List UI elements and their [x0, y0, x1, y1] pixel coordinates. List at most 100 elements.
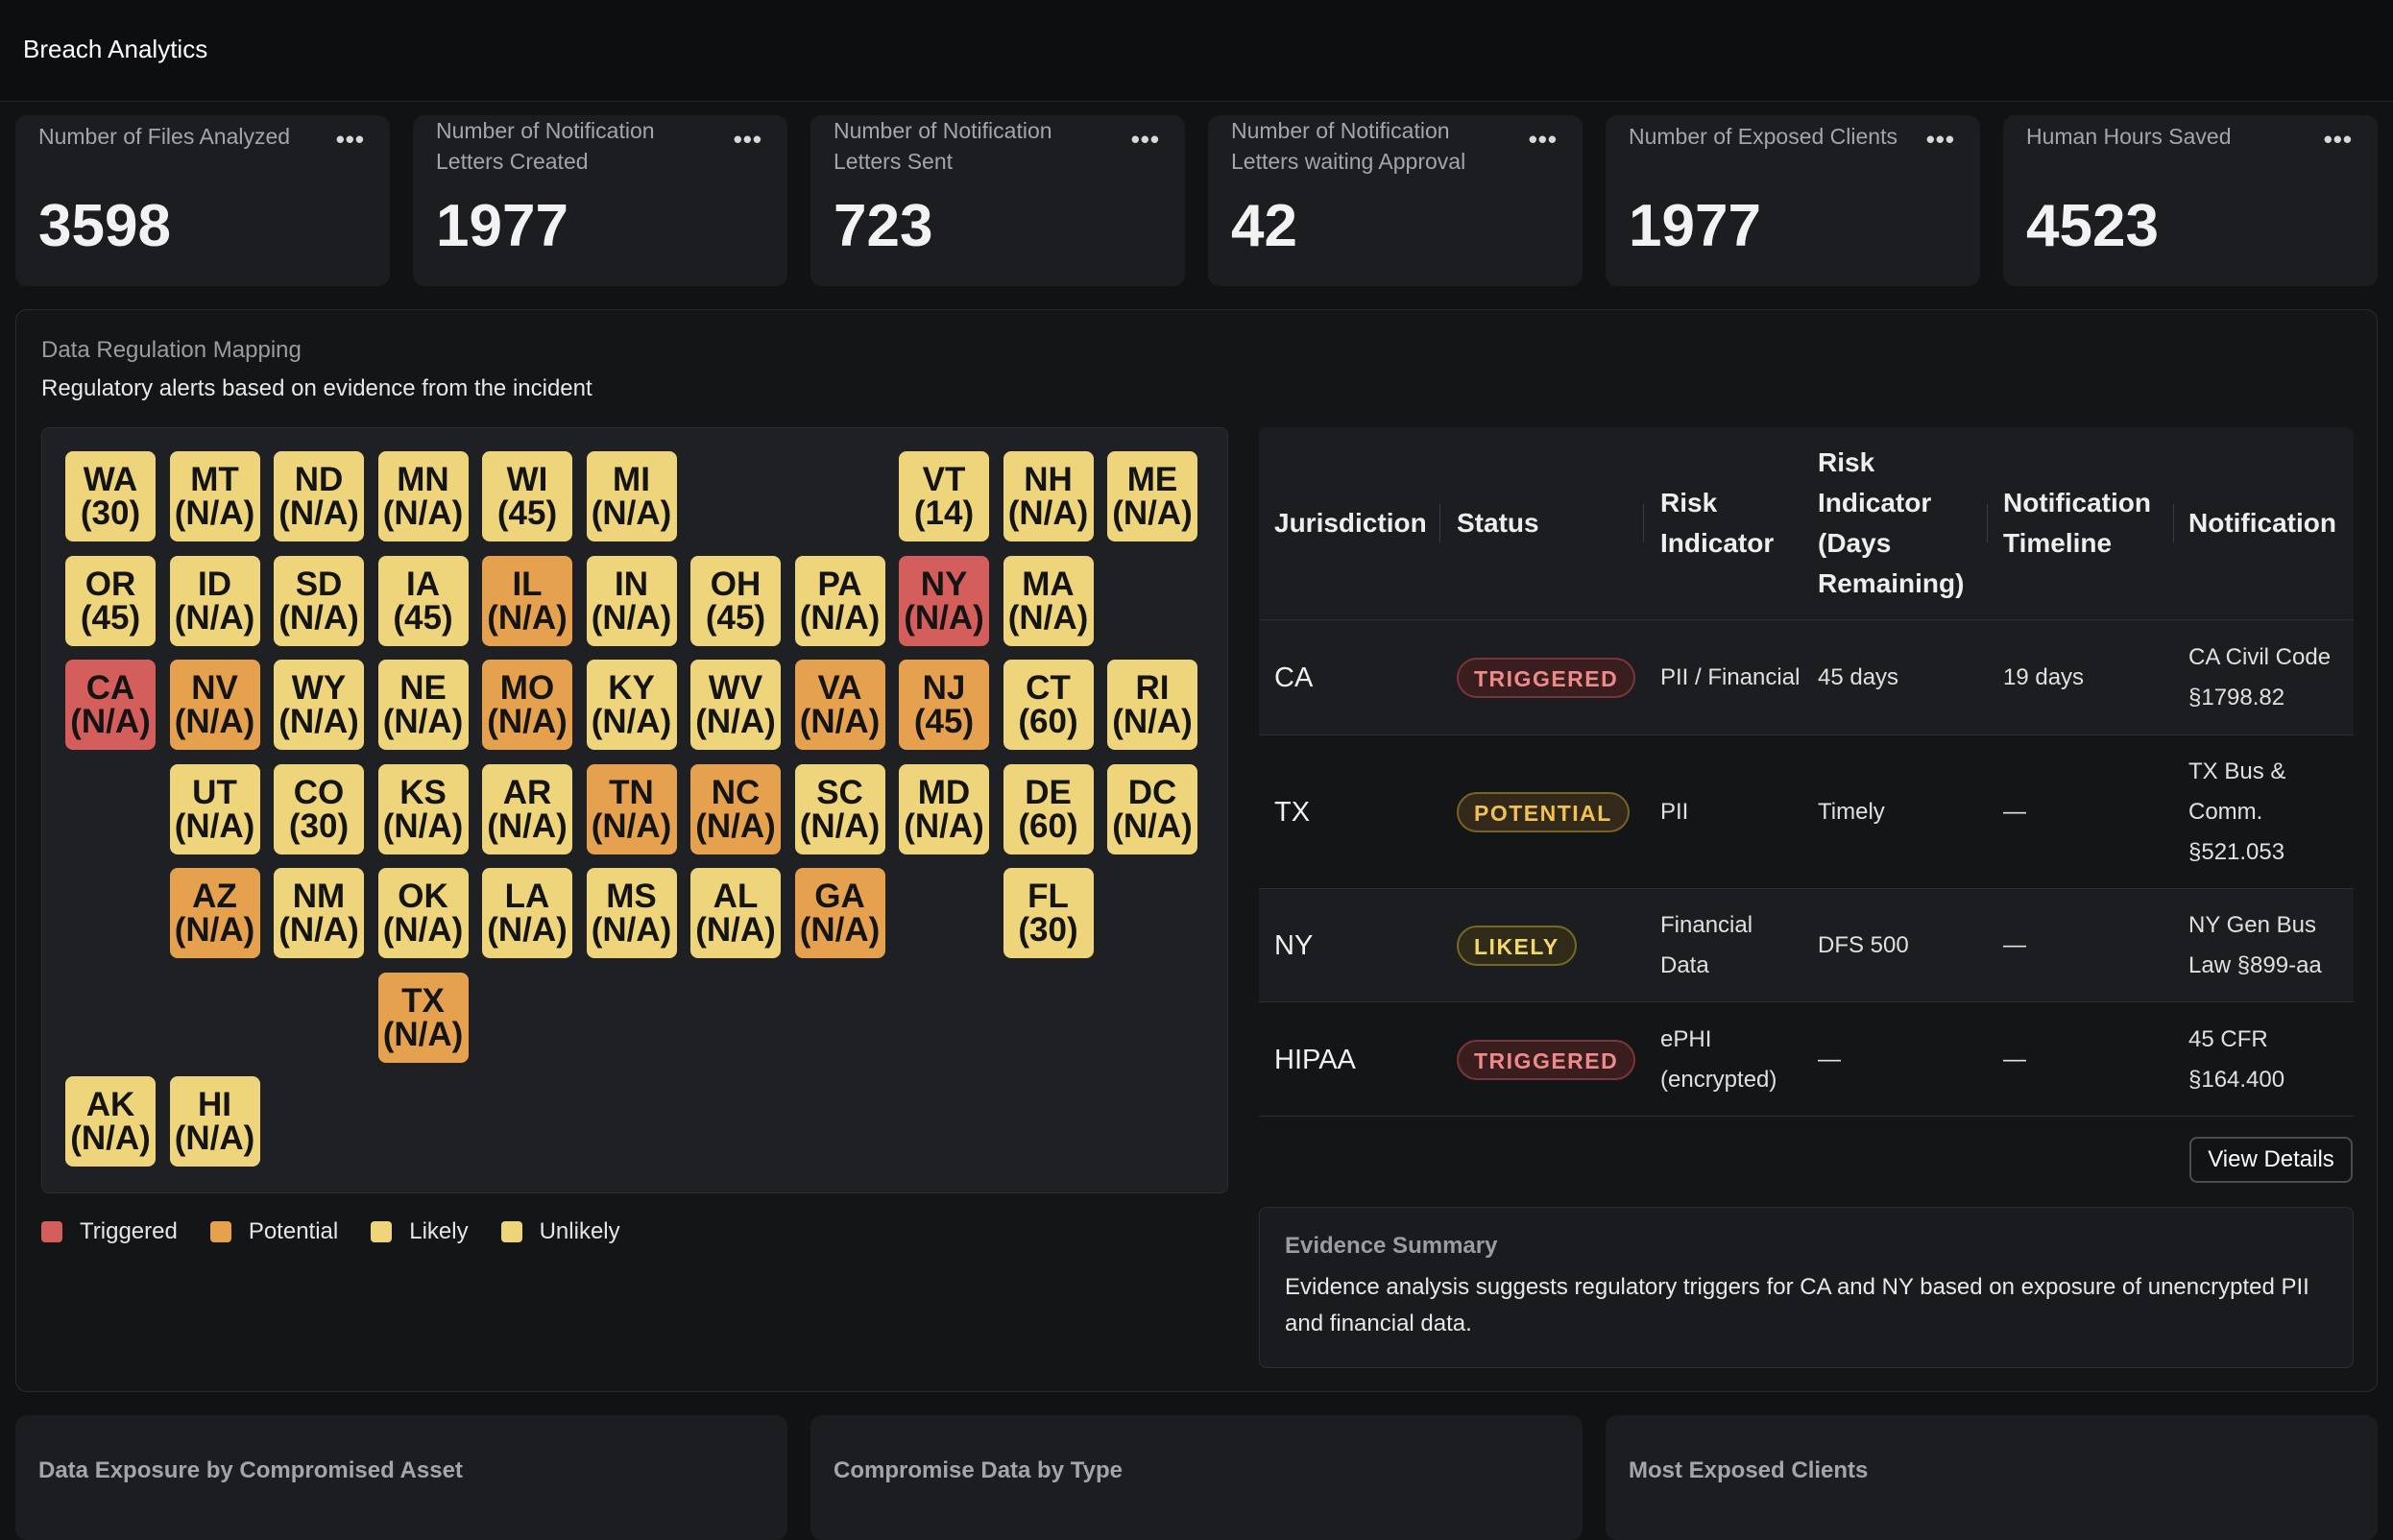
- state-tile-az[interactable]: AZ (N/A): [169, 868, 260, 958]
- state-tile-al[interactable]: AL (N/A): [690, 868, 781, 958]
- state-tile-wi[interactable]: WI (45): [482, 451, 572, 541]
- table-row[interactable]: HIPAA TRIGGERED ePHI (encrypted) — — 45 …: [1259, 1001, 2354, 1117]
- more-options-icon[interactable]: •••: [1925, 125, 1955, 154]
- view-details-button[interactable]: View Details: [2189, 1137, 2353, 1183]
- state-tile-tn[interactable]: TN (N/A): [586, 763, 677, 854]
- state-days: (N/A): [487, 911, 568, 949]
- column-header-notification-timeline[interactable]: Notification Timeline: [2003, 488, 2151, 558]
- state-tile-vt[interactable]: VT (14): [899, 451, 989, 541]
- more-options-icon[interactable]: •••: [2323, 125, 2353, 154]
- more-options-icon[interactable]: •••: [335, 125, 365, 154]
- state-code: MO: [499, 669, 555, 707]
- state-days: (45): [913, 703, 975, 740]
- state-tile-hi[interactable]: HI (N/A): [169, 1076, 260, 1167]
- state-tile-oh[interactable]: OH (45): [690, 555, 781, 646]
- state-tile-sc[interactable]: SC (N/A): [794, 763, 885, 854]
- state-code: AR: [502, 773, 552, 811]
- state-tile-ct[interactable]: CT (60): [1003, 660, 1094, 750]
- state-tile-or[interactable]: OR (45): [65, 555, 156, 646]
- legend-swatch-potential: [209, 1221, 231, 1242]
- state-tile-nh[interactable]: NH (N/A): [1003, 451, 1094, 541]
- state-days: (N/A): [487, 598, 568, 637]
- state-tile-mo[interactable]: MO (N/A): [482, 660, 572, 750]
- column-header-days-remaining[interactable]: Risk Indicator (Days Remaining): [1818, 447, 1965, 598]
- state-tile-sd[interactable]: SD (N/A): [274, 555, 364, 646]
- state-code: MN: [397, 461, 449, 498]
- jurisdiction-table: Jurisdiction Status Risk Indicator Risk …: [1259, 427, 2354, 1117]
- more-options-icon[interactable]: •••: [733, 125, 762, 154]
- state-tile-me[interactable]: ME (N/A): [1107, 451, 1197, 541]
- state-code: RI: [1135, 669, 1170, 707]
- state-tile-ut[interactable]: UT (N/A): [169, 763, 260, 854]
- state-tile-ak[interactable]: AK (N/A): [65, 1076, 156, 1167]
- column-header-notification[interactable]: Notification: [2188, 508, 2336, 538]
- state-code: PA: [817, 565, 862, 603]
- state-tile-wa[interactable]: WA (30): [65, 451, 156, 541]
- cell-risk-indicator: PII: [1660, 799, 1689, 825]
- state-code: UT: [192, 773, 237, 811]
- state-tile-dc[interactable]: DC (N/A): [1107, 763, 1197, 854]
- state-tile-ne[interactable]: NE (N/A): [377, 660, 469, 750]
- state-code: CO: [293, 773, 345, 811]
- state-days: (N/A): [799, 806, 881, 845]
- table-row[interactable]: CA TRIGGERED PII / Financial 45 days 19 …: [1259, 619, 2354, 734]
- state-tile-ms[interactable]: MS (N/A): [586, 868, 677, 958]
- state-tile-pa[interactable]: PA (N/A): [794, 555, 885, 646]
- column-header-risk-indicator[interactable]: Risk Indicator: [1660, 488, 1775, 558]
- cell-jurisdiction: NY: [1274, 930, 1314, 961]
- table-row[interactable]: TX POTENTIAL PII Timely — TX Bus & Comm.…: [1259, 734, 2354, 888]
- state-tile-wy[interactable]: WY (N/A): [274, 660, 364, 750]
- state-tile-ca[interactable]: CA (N/A): [65, 660, 156, 750]
- state-days: (N/A): [1112, 806, 1193, 845]
- state-tile-ks[interactable]: KS (N/A): [377, 763, 469, 854]
- column-header-jurisdiction[interactable]: Jurisdiction: [1274, 508, 1427, 538]
- stat-value: 4523: [2026, 193, 2159, 259]
- state-tile-ky[interactable]: KY (N/A): [586, 660, 677, 750]
- stat-card-letters-created: Number of Notification Letters Created •…: [413, 115, 787, 286]
- state-tile-ga[interactable]: GA (N/A): [794, 868, 885, 958]
- state-tile-in[interactable]: IN (N/A): [586, 555, 677, 646]
- state-code: ME: [1126, 461, 1178, 498]
- stat-card-exposed-clients: Number of Exposed Clients ••• 1977: [1606, 115, 1980, 286]
- more-options-icon[interactable]: •••: [1528, 125, 1558, 154]
- legend-swatch-unlikely: [500, 1221, 522, 1242]
- table-row[interactable]: NY LIKELY Financial Data DFS 500 — NY Ge…: [1259, 888, 2354, 1001]
- state-days: (N/A): [904, 598, 984, 637]
- state-tile-fl[interactable]: FL (30): [1003, 868, 1094, 958]
- state-tile-id[interactable]: ID (N/A): [169, 555, 260, 646]
- state-days: (N/A): [278, 703, 359, 740]
- state-tile-ar[interactable]: AR (N/A): [482, 763, 572, 854]
- cell-risk-indicator: ePHI (encrypted): [1660, 1026, 1777, 1093]
- state-code: CT: [1026, 669, 1071, 707]
- state-tile-de[interactable]: DE (60): [1003, 763, 1094, 854]
- column-header-status[interactable]: Status: [1457, 508, 1539, 538]
- state-days: (45): [393, 598, 453, 637]
- state-tile-md[interactable]: MD (N/A): [899, 763, 989, 854]
- state-tile-nd[interactable]: ND (N/A): [274, 451, 364, 541]
- state-tile-mn[interactable]: MN (N/A): [377, 451, 469, 541]
- state-code: OR: [85, 565, 136, 603]
- state-days: (N/A): [174, 598, 255, 637]
- state-days: (N/A): [591, 494, 672, 532]
- state-tile-nj[interactable]: NJ (45): [899, 660, 989, 750]
- state-tile-nv[interactable]: NV (N/A): [169, 660, 260, 750]
- state-tile-co[interactable]: CO (30): [274, 763, 364, 854]
- state-tile-va[interactable]: VA (N/A): [794, 660, 885, 750]
- state-code: OK: [398, 878, 448, 915]
- cell-status: POTENTIAL: [1457, 735, 1630, 889]
- state-tile-tx[interactable]: TX (N/A): [377, 972, 469, 1063]
- state-tile-mi[interactable]: MI (N/A): [586, 451, 677, 541]
- state-tile-ia[interactable]: IA (45): [377, 555, 469, 646]
- state-tile-ny[interactable]: NY (N/A): [899, 555, 989, 646]
- state-tile-ma[interactable]: MA (N/A): [1003, 555, 1094, 646]
- state-tile-wv[interactable]: WV (N/A): [690, 660, 781, 750]
- state-tile-nm[interactable]: NM (N/A): [274, 868, 364, 958]
- state-tile-la[interactable]: LA (N/A): [482, 868, 572, 958]
- state-tile-ri[interactable]: RI (N/A): [1107, 660, 1197, 750]
- state-days: (N/A): [1112, 703, 1193, 740]
- state-tile-mt[interactable]: MT (N/A): [169, 451, 260, 541]
- state-tile-nc[interactable]: NC (N/A): [690, 763, 781, 854]
- state-tile-ok[interactable]: OK (N/A): [377, 868, 469, 958]
- state-tile-il[interactable]: IL (N/A): [482, 555, 572, 646]
- more-options-icon[interactable]: •••: [1130, 125, 1160, 154]
